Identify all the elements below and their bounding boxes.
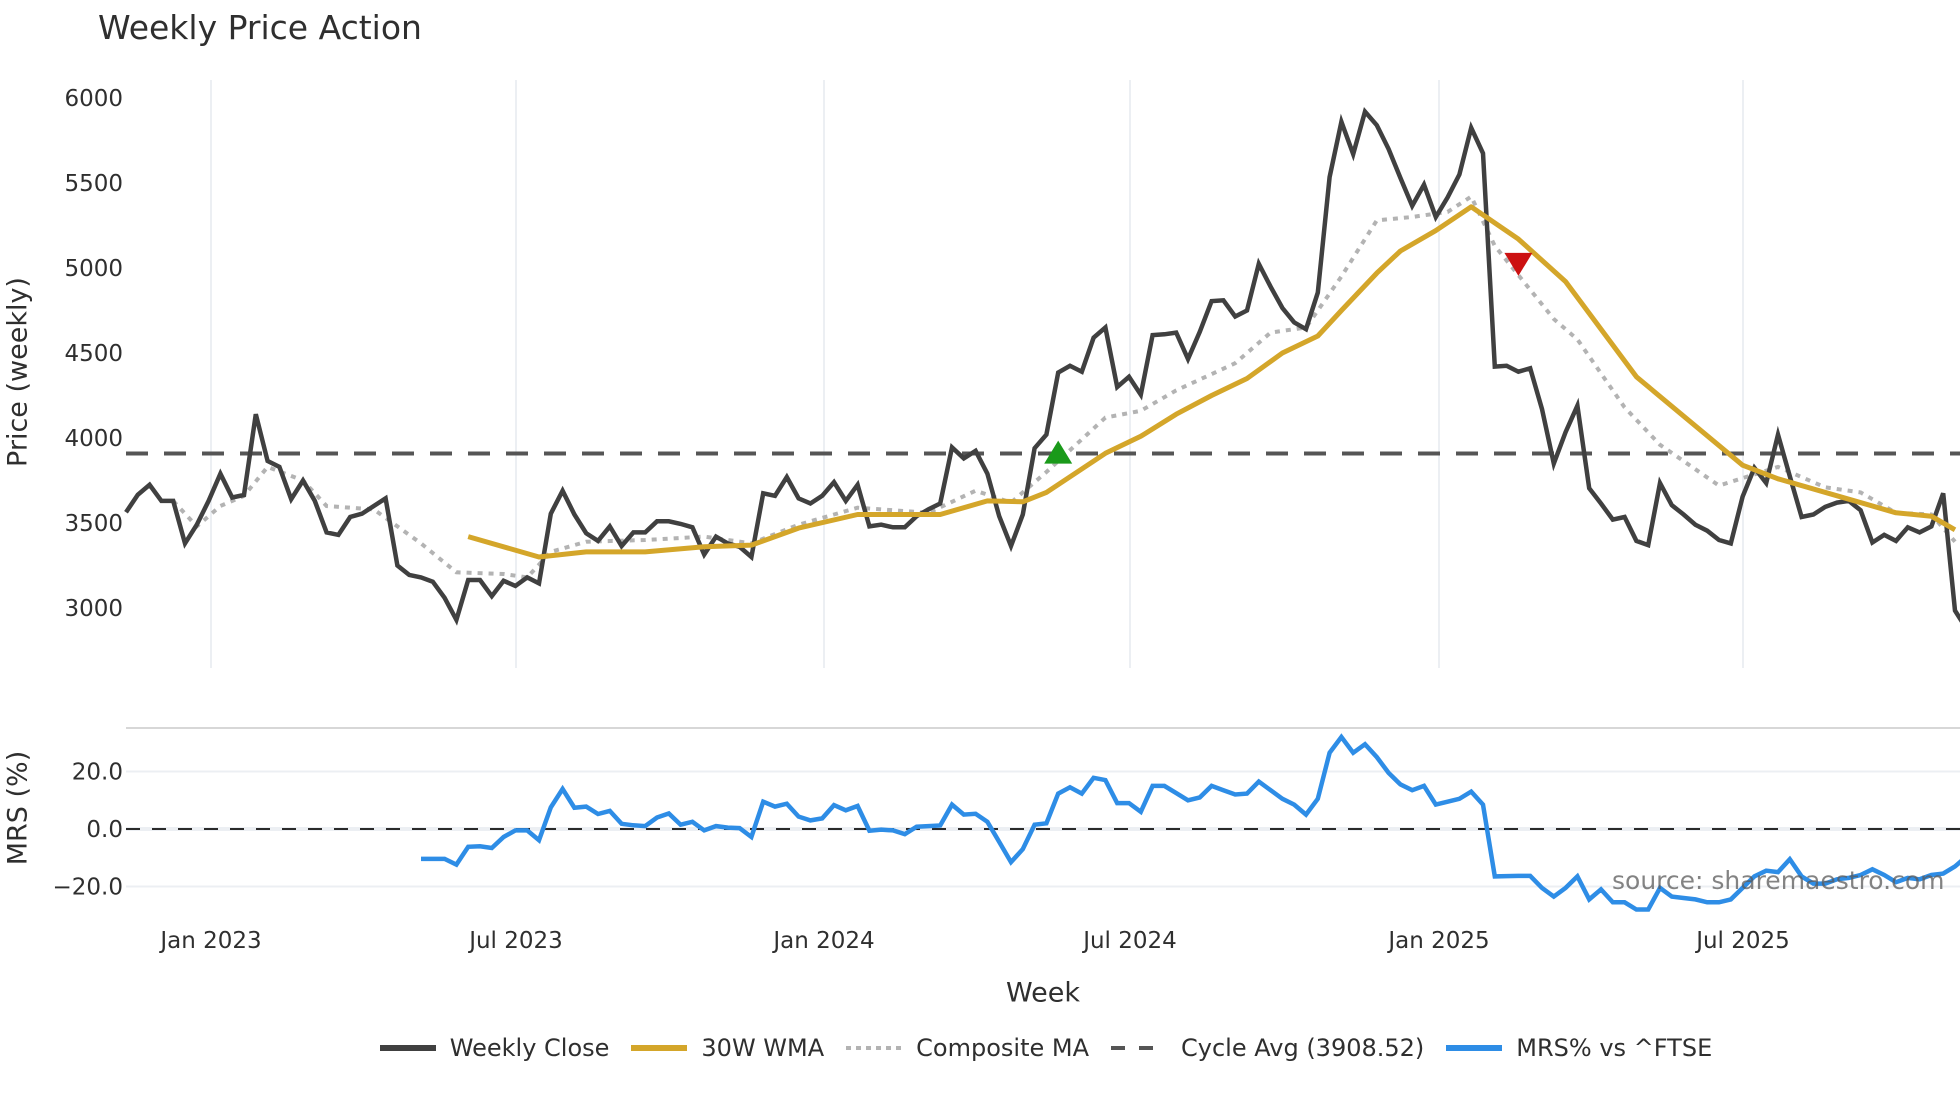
legend-label: Weekly Close <box>449 1034 610 1062</box>
chart-series <box>124 106 1960 912</box>
price-tick-label: 5500 <box>64 171 123 197</box>
chart-legend: Weekly Close 30W WMA Composite MA Cycle … <box>0 1034 1960 1062</box>
legend-label: MRS% vs ^FTSE <box>1516 1034 1713 1062</box>
legend-label: Cycle Avg (3908.52) <box>1181 1034 1425 1062</box>
legend-swatch-solid-icon <box>1446 1045 1503 1051</box>
mrs-axis-title: MRS (%) <box>2 750 34 866</box>
mrs-tick-label: −20.0 <box>53 875 123 901</box>
wma-line <box>467 204 1957 560</box>
legend-swatch-solid-icon <box>631 1045 688 1051</box>
legend-swatch-dotted-icon <box>846 1046 903 1050</box>
price-axis-title: Price (weekly) <box>2 277 34 467</box>
mrs-tick-label: 0.0 <box>86 817 123 843</box>
legend-swatch-dashed-icon <box>1111 1046 1168 1050</box>
source-watermark: source: sharemaestro.com <box>1612 866 1945 895</box>
weekly-close-line <box>124 106 1960 626</box>
price-tick-label: 5000 <box>64 256 123 282</box>
buy-signal-triangle-up-icon <box>1044 440 1073 464</box>
price-axis-ticks: 6000 5500 5000 4500 4000 3500 3000 <box>64 86 123 622</box>
x-tick-label: Jul 2024 <box>1081 928 1177 954</box>
mrs-tick-label: 20.0 <box>72 760 123 786</box>
price-tick-label: 4000 <box>64 426 123 452</box>
legend-swatch-solid-icon <box>379 1045 436 1051</box>
mrs-axis-ticks: 20.0 0.0 −20.0 <box>53 760 123 901</box>
legend-item-30w-wma[interactable]: 30W WMA <box>629 1034 824 1062</box>
price-tick-label: 3500 <box>64 511 123 537</box>
x-tick-label: Jan 2024 <box>771 928 874 954</box>
legend-label: Composite MA <box>916 1034 1090 1062</box>
x-axis-title: Week <box>1006 977 1080 1009</box>
sell-signal-triangle-down-icon <box>1504 252 1533 276</box>
price-tick-label: 3000 <box>64 596 123 622</box>
legend-item-weekly-close[interactable]: Weekly Close <box>378 1034 610 1062</box>
x-tick-label: Jul 2025 <box>1694 928 1790 954</box>
legend-label: 30W WMA <box>701 1034 825 1062</box>
price-tick-label: 4500 <box>64 341 123 367</box>
x-tick-label: Jan 2025 <box>1386 928 1489 954</box>
x-tick-label: Jan 2023 <box>158 928 261 954</box>
chart-title: Weekly Price Action <box>98 8 422 47</box>
mrs-line <box>421 733 1960 912</box>
composite-ma-line <box>171 193 1957 580</box>
x-tick-label: Jul 2023 <box>467 928 563 954</box>
legend-item-composite-ma[interactable]: Composite MA <box>844 1034 1089 1062</box>
legend-item-cycle-avg[interactable]: Cycle Avg (3908.52) <box>1109 1034 1424 1062</box>
price-tick-label: 6000 <box>64 86 123 112</box>
x-axis-ticks: Jan 2023 Jul 2023 Jan 2024 Jul 2024 Jan 2025… <box>158 928 1789 954</box>
grid-lines <box>126 80 1960 888</box>
signal-markers <box>1044 252 1533 464</box>
legend-item-mrs[interactable]: MRS% vs ^FTSE <box>1444 1034 1712 1062</box>
